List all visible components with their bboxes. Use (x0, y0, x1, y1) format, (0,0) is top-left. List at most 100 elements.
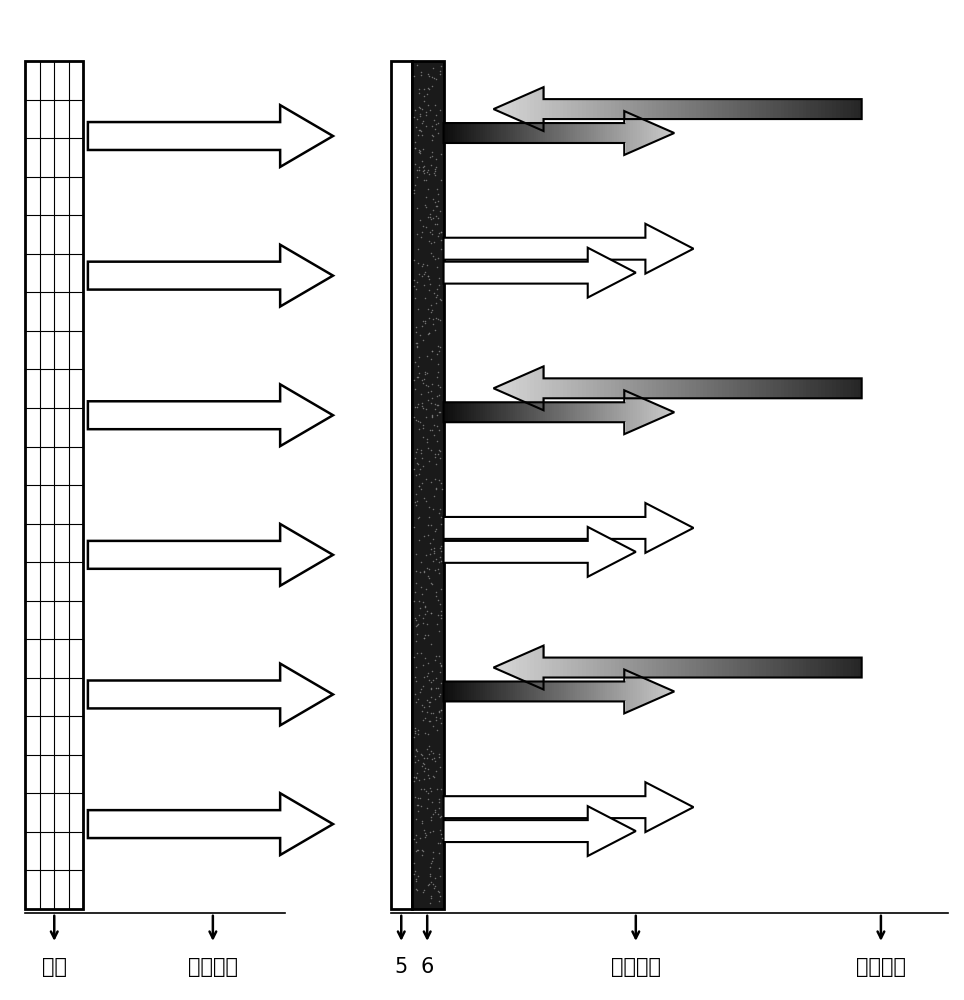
Polygon shape (559, 681, 561, 701)
Polygon shape (714, 99, 718, 119)
Polygon shape (609, 402, 612, 422)
Polygon shape (803, 658, 807, 678)
Polygon shape (455, 402, 457, 422)
Point (421, 282, 437, 298)
Point (417, 725, 433, 741)
Polygon shape (832, 378, 836, 398)
Point (406, 831, 421, 847)
Point (427, 194, 442, 210)
Point (433, 172, 448, 188)
Point (420, 301, 436, 317)
Polygon shape (478, 123, 480, 143)
Polygon shape (573, 402, 576, 422)
Polygon shape (847, 378, 850, 398)
Point (410, 455, 425, 471)
Polygon shape (543, 123, 545, 143)
Polygon shape (492, 402, 495, 422)
Point (430, 883, 445, 899)
Polygon shape (443, 806, 636, 856)
Polygon shape (630, 673, 632, 710)
Polygon shape (568, 681, 571, 701)
Point (407, 669, 422, 685)
Point (412, 593, 427, 609)
Polygon shape (483, 123, 485, 143)
Polygon shape (523, 95, 526, 123)
Point (432, 565, 447, 581)
Polygon shape (88, 245, 333, 307)
Point (415, 256, 430, 272)
Polygon shape (462, 123, 465, 143)
Point (425, 672, 441, 688)
Point (408, 102, 423, 118)
Polygon shape (446, 402, 448, 422)
Polygon shape (619, 402, 621, 422)
Polygon shape (607, 378, 611, 398)
Point (411, 349, 426, 365)
Point (431, 422, 446, 438)
Polygon shape (685, 99, 688, 119)
Polygon shape (617, 681, 619, 701)
Point (418, 581, 434, 597)
Point (434, 516, 449, 532)
Polygon shape (718, 658, 722, 678)
Point (408, 494, 423, 510)
Polygon shape (552, 99, 556, 119)
Polygon shape (462, 681, 465, 701)
Point (434, 702, 449, 718)
Point (430, 722, 445, 738)
Polygon shape (619, 658, 623, 678)
Point (418, 827, 434, 843)
Polygon shape (791, 378, 795, 398)
Point (425, 422, 441, 438)
Polygon shape (533, 681, 536, 701)
Point (431, 343, 446, 359)
Point (433, 312, 448, 328)
Point (423, 824, 439, 840)
Point (433, 715, 448, 731)
Point (422, 102, 438, 118)
Polygon shape (469, 681, 471, 701)
Point (424, 783, 440, 799)
Polygon shape (645, 99, 648, 119)
Point (431, 794, 446, 810)
Polygon shape (656, 378, 659, 398)
Point (424, 148, 440, 164)
Polygon shape (704, 378, 707, 398)
Polygon shape (612, 402, 614, 422)
Polygon shape (736, 99, 740, 119)
Point (407, 68, 422, 84)
Point (415, 141, 430, 157)
Point (414, 224, 429, 240)
Polygon shape (542, 87, 545, 131)
Point (423, 888, 439, 904)
Point (430, 181, 445, 197)
Point (429, 369, 444, 385)
Polygon shape (593, 99, 597, 119)
Polygon shape (710, 378, 714, 398)
Polygon shape (523, 375, 526, 402)
Polygon shape (665, 688, 667, 695)
Polygon shape (844, 658, 847, 678)
Polygon shape (508, 660, 512, 675)
Polygon shape (492, 123, 495, 143)
Polygon shape (769, 99, 773, 119)
Point (415, 763, 431, 779)
Point (414, 813, 429, 829)
Polygon shape (773, 378, 777, 398)
Point (432, 596, 447, 612)
Point (409, 444, 424, 460)
Polygon shape (662, 128, 665, 138)
Polygon shape (647, 121, 649, 145)
Polygon shape (524, 123, 526, 143)
Point (423, 245, 439, 261)
Polygon shape (556, 402, 559, 422)
Point (424, 812, 440, 828)
Point (414, 703, 429, 719)
Polygon shape (651, 123, 654, 143)
Point (433, 339, 448, 355)
Point (425, 343, 441, 359)
Polygon shape (526, 123, 529, 143)
Polygon shape (844, 378, 847, 398)
Polygon shape (568, 123, 571, 143)
Point (412, 478, 427, 494)
